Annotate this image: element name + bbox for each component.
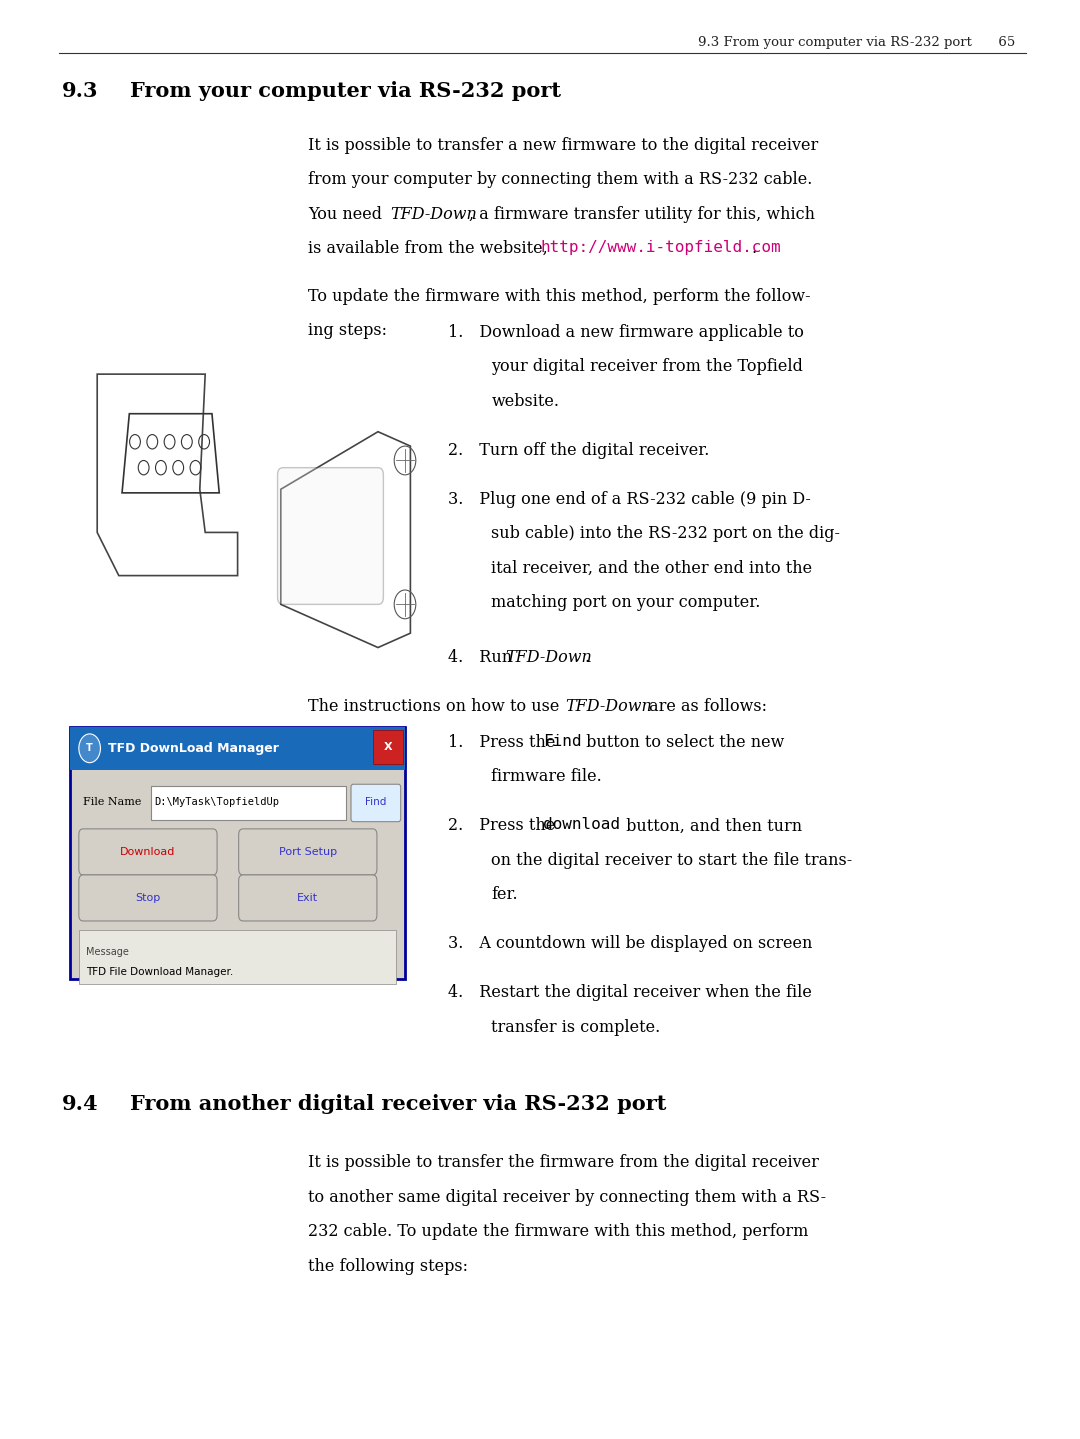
Text: TFD-Down: TFD-Down [505,649,592,666]
Text: TFD File Download Manager.: TFD File Download Manager. [86,967,233,977]
Text: to another same digital receiver by connecting them with a RS-: to another same digital receiver by conn… [308,1189,826,1206]
FancyBboxPatch shape [79,829,217,875]
FancyBboxPatch shape [70,727,405,979]
Text: firmware file.: firmware file. [491,768,603,786]
FancyBboxPatch shape [351,784,401,822]
Text: the following steps:: the following steps: [308,1258,468,1275]
FancyBboxPatch shape [79,875,217,921]
Text: ital receiver, and the other end into the: ital receiver, and the other end into th… [491,560,812,577]
Text: your digital receiver from the Topfield: your digital receiver from the Topfield [491,358,804,376]
Text: Exit: Exit [297,894,319,902]
Text: Port Setup: Port Setup [279,848,337,856]
Text: 3. Plug one end of a RS-232 cable (9 pin D-: 3. Plug one end of a RS-232 cable (9 pin… [448,491,811,508]
FancyBboxPatch shape [278,468,383,604]
Text: You need: You need [308,206,387,223]
Text: TFD DownLoad Manager: TFD DownLoad Manager [108,741,279,755]
Text: fer.: fer. [491,886,518,904]
Text: File Name: File Name [83,797,141,806]
Text: button, and then turn: button, and then turn [621,817,802,835]
Text: TFD-Down: TFD-Down [390,206,476,223]
Text: from your computer by connecting them with a RS-232 cable.: from your computer by connecting them wi… [308,171,812,189]
Text: 9.3 From your computer via RS-232 port  65: 9.3 From your computer via RS-232 port 6… [698,36,1015,49]
Text: .: . [584,649,590,666]
Text: Find: Find [365,797,387,806]
Text: D:\MyTask\TopfieldUp: D:\MyTask\TopfieldUp [154,797,280,806]
Text: , a firmware transfer utility for this, which: , a firmware transfer utility for this, … [469,206,814,223]
Text: .: . [752,240,757,258]
Text: 9.4: 9.4 [62,1094,98,1114]
Text: transfer is complete.: transfer is complete. [491,1019,661,1036]
Text: 1. Download a new firmware applicable to: 1. Download a new firmware applicable to [448,324,805,341]
FancyBboxPatch shape [239,875,377,921]
Text: To update the firmware with this method, perform the follow-: To update the firmware with this method,… [308,288,810,305]
Text: T: T [86,744,93,753]
Bar [373,730,403,764]
Text: on the digital receiver to start the file trans-: on the digital receiver to start the fil… [491,852,852,869]
Text: X: X [383,743,392,751]
Text: are as follows:: are as follows: [644,698,767,715]
Text: Stop: Stop [135,894,161,902]
Text: It is possible to transfer a new firmware to the digital receiver: It is possible to transfer a new firmwar… [308,137,818,154]
Text: From your computer via RS-232 port: From your computer via RS-232 port [130,81,561,101]
FancyBboxPatch shape [239,829,377,875]
Text: The instructions on how to use: The instructions on how to use [308,698,564,715]
Text: It is possible to transfer the firmware from the digital receiver: It is possible to transfer the firmware … [308,1154,819,1171]
Text: sub cable) into the RS-232 port on the dig-: sub cable) into the RS-232 port on the d… [491,525,840,543]
Text: 1. Press the: 1. Press the [448,734,561,751]
Text: 4. Restart the digital receiver when the file: 4. Restart the digital receiver when the… [448,984,812,1002]
Bar [70,727,405,770]
Bar [151,786,346,820]
Text: Find: Find [543,734,582,748]
Text: is available from the website,: is available from the website, [308,240,553,258]
Text: 2. Turn off the digital receiver.: 2. Turn off the digital receiver. [448,442,710,459]
Text: http://www.i-topfield.com: http://www.i-topfield.com [540,240,781,255]
Circle shape [79,734,100,763]
Bar [79,930,396,984]
Text: 9.3: 9.3 [62,81,98,101]
Text: download: download [543,817,620,832]
Text: button to select the new: button to select the new [581,734,784,751]
Text: matching port on your computer.: matching port on your computer. [491,594,760,612]
Text: Message: Message [86,947,130,957]
Text: TFD-Down: TFD-Down [565,698,651,715]
Text: 3. A countdown will be displayed on screen: 3. A countdown will be displayed on scre… [448,935,812,953]
Text: website.: website. [491,393,559,410]
Text: 232 cable. To update the firmware with this method, perform: 232 cable. To update the firmware with t… [308,1223,808,1240]
Text: 2. Press the: 2. Press the [448,817,561,835]
Text: From another digital receiver via RS-232 port: From another digital receiver via RS-232… [130,1094,666,1114]
Text: ing steps:: ing steps: [308,322,387,340]
Text: 4. Run: 4. Run [448,649,517,666]
Text: Download: Download [120,848,176,856]
